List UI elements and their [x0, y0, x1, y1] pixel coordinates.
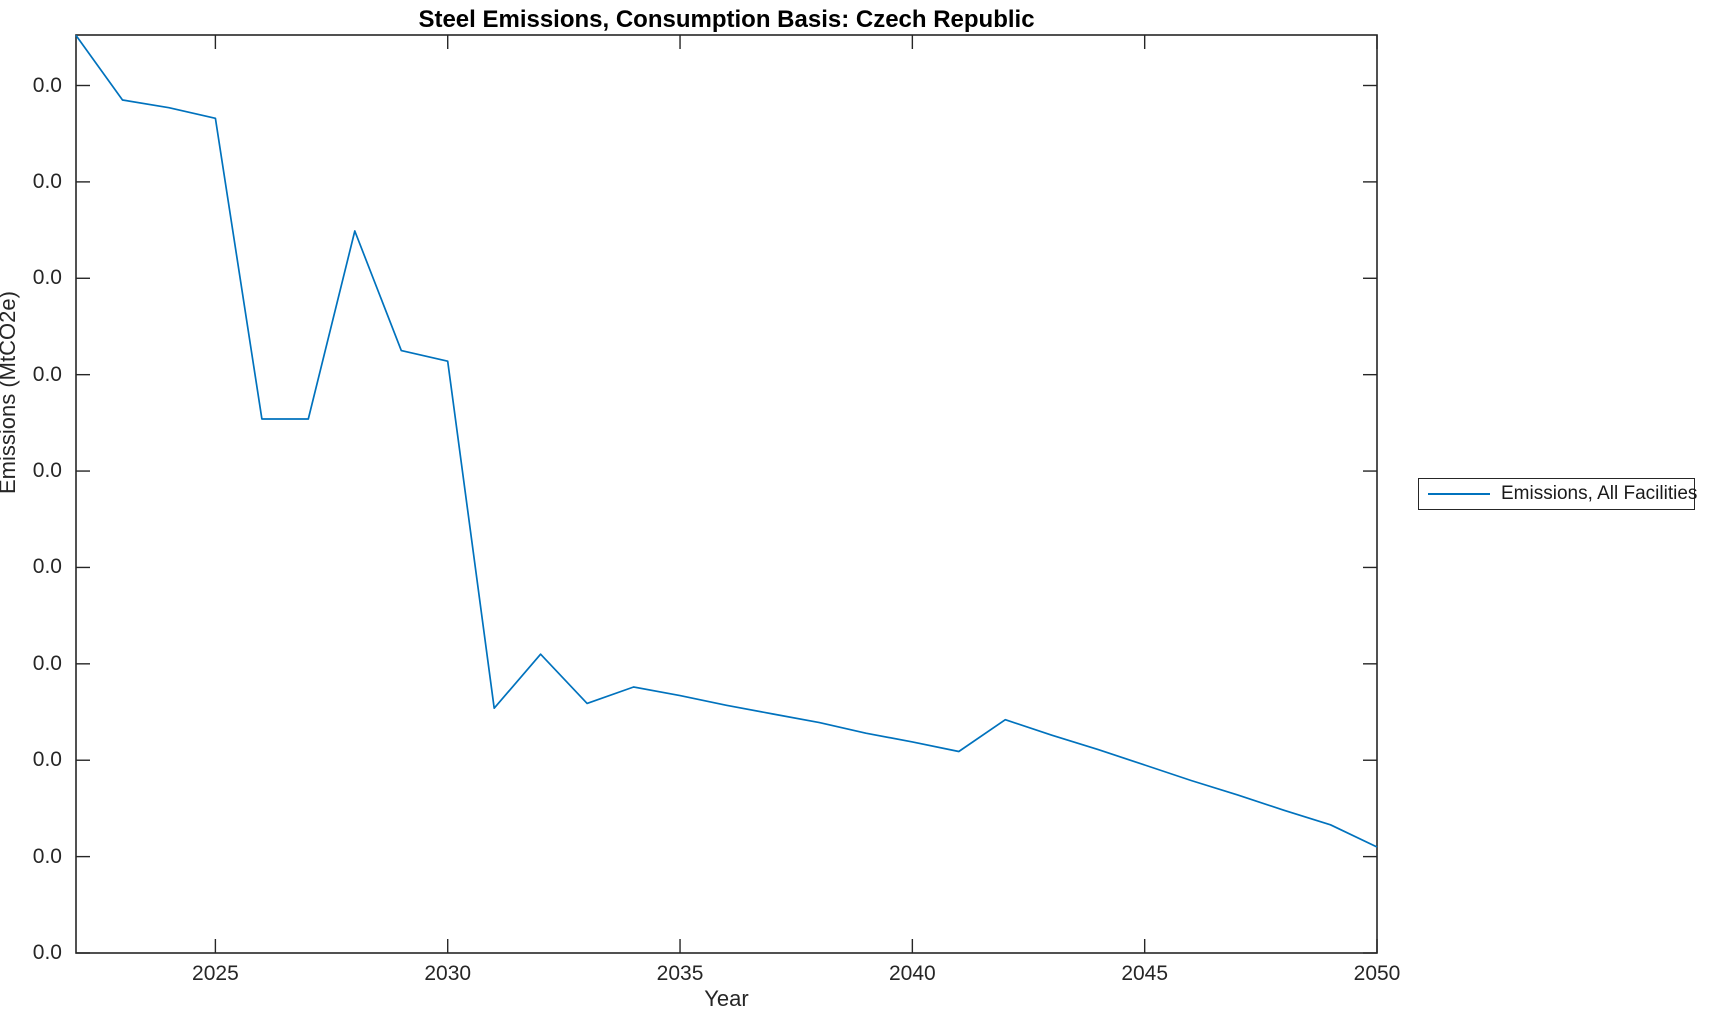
emissions-line: [75, 34, 1378, 848]
y-tick-label: 0.0: [32, 459, 62, 483]
x-tick-label: 2040: [888, 962, 936, 985]
y-tick-label: 0.0: [32, 941, 62, 964]
y-tick-label: 0.0: [32, 748, 62, 772]
x-tick-label: 2025: [192, 962, 239, 985]
tick-marks: [76, 35, 1378, 954]
y-tick-label: 0.0: [32, 362, 62, 386]
legend-line-sample-icon: [1428, 493, 1490, 495]
y-tick-label: 0.0: [32, 844, 62, 868]
x-tick-label: 2035: [656, 962, 704, 985]
legend-entry-label: Emissions, All Facilities: [1501, 483, 1698, 504]
y-tick-label: 0.0: [32, 169, 62, 193]
x-axis-label: Year: [704, 986, 749, 1011]
legend: Emissions, All Facilities: [1418, 478, 1698, 510]
y-tick-label: 0.0: [32, 73, 62, 97]
x-tick-label: 2030: [424, 962, 472, 985]
x-tick-label: 2045: [1121, 962, 1169, 985]
y-tick-label: 0.0: [32, 651, 62, 675]
series-lines: [75, 34, 1378, 848]
x-tick-label: 2050: [1353, 962, 1401, 985]
y-tick-label: 0.0: [32, 266, 62, 290]
axes-box: [75, 34, 1378, 954]
chart-title: Steel Emissions, Consumption Basis: Czec…: [418, 6, 1035, 33]
y-tick-label: 0.0: [32, 555, 62, 579]
